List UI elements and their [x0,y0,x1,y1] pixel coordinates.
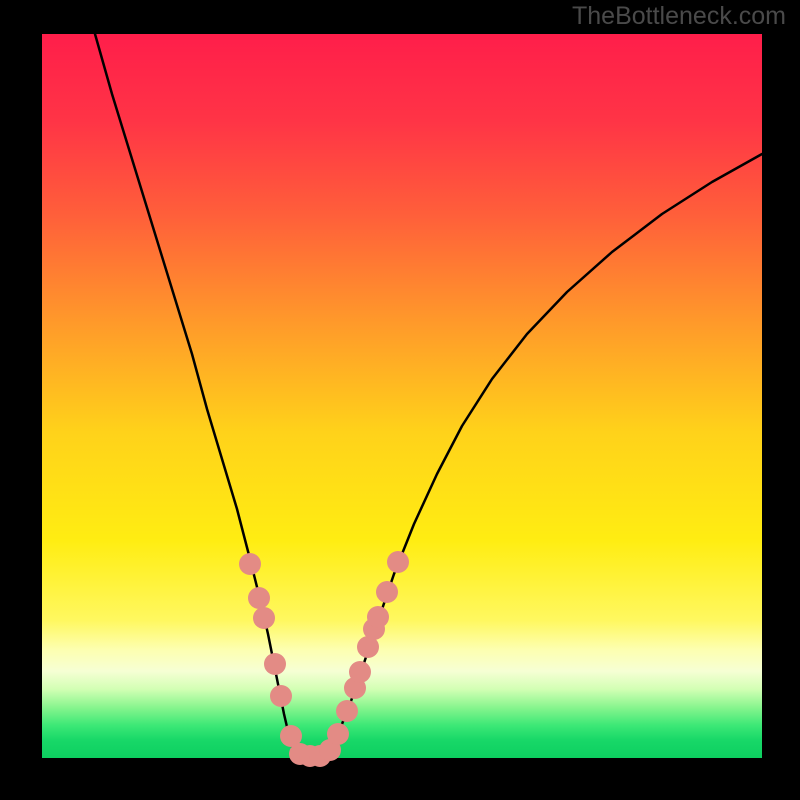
curve-marker [367,606,389,628]
curve-marker [349,661,371,683]
curve-marker [264,653,286,675]
chart-svg [0,0,800,800]
marker-cluster-right [319,551,409,761]
curve-marker [253,607,275,629]
curve-marker [336,700,358,722]
bottleneck-curve [95,34,762,758]
chart-root: TheBottleneck.com [0,0,800,800]
curve-marker [387,551,409,573]
curve-marker [270,685,292,707]
curve-marker [376,581,398,603]
curve-marker [327,723,349,745]
curve-marker [248,587,270,609]
curve-marker [239,553,261,575]
marker-cluster-left [239,553,331,767]
watermark-text: TheBottleneck.com [572,2,786,31]
